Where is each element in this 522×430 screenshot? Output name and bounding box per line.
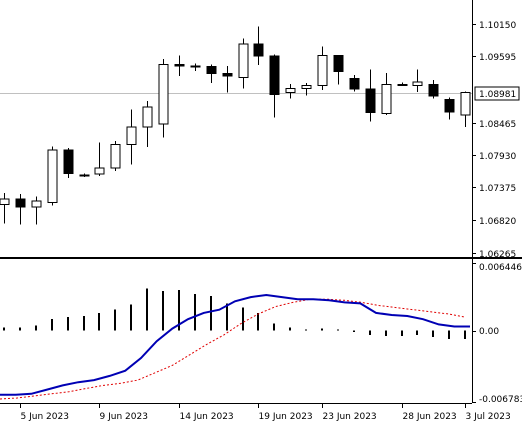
price-axis-label: 1.08465 bbox=[479, 120, 516, 130]
candle-bullish bbox=[0, 198, 10, 206]
candle-bullish bbox=[94, 167, 105, 175]
time-axis-label: 5 Jun 2023 bbox=[21, 412, 69, 422]
candle-bearish bbox=[63, 149, 74, 174]
time-axis-label: 23 Jun 2023 bbox=[323, 412, 377, 422]
time-axis-ticks: 5 Jun 2023 9 Jun 2023 14 Jun 2023 19 Jun 20… bbox=[20, 403, 511, 422]
price-axis-label: 1.09595 bbox=[479, 53, 516, 63]
candle-bearish bbox=[222, 73, 233, 77]
candle-bearish bbox=[206, 66, 217, 75]
time-axis-label: 3 Jul 2023 bbox=[466, 412, 511, 422]
macd-axis-ticks: 0.006446 0.00 -0.006783 bbox=[472, 263, 522, 405]
time-axis-label: 28 Jun 2023 bbox=[403, 412, 457, 422]
candle-bullish bbox=[460, 92, 471, 116]
time-axis-label: 19 Jun 2023 bbox=[259, 412, 313, 422]
candle-bullish bbox=[110, 144, 121, 169]
candle-bearish bbox=[444, 99, 455, 113]
price-axis-label: 1.06265 bbox=[479, 250, 516, 260]
price-axis-label: 1.06820 bbox=[479, 217, 516, 227]
price-axis-ticks: 1.10150 1.09595 1.08465 1.07930 1.07375 1.068… bbox=[472, 21, 516, 260]
macd-panel[interactable] bbox=[0, 288, 470, 400]
candle-bullish bbox=[317, 54, 328, 87]
candle-bearish bbox=[349, 77, 360, 90]
candle-bullish bbox=[126, 126, 137, 146]
candle-bearish bbox=[253, 43, 264, 57]
candle-bearish bbox=[365, 88, 376, 114]
macd-axis-label: -0.006783 bbox=[479, 395, 522, 405]
candle-bullish bbox=[158, 63, 169, 125]
macd-axis-label: 0.00 bbox=[479, 327, 499, 337]
current-price-badge: 1.08981 bbox=[474, 86, 520, 101]
candle-bullish bbox=[238, 43, 249, 78]
candle-bullish bbox=[142, 106, 153, 128]
candles-layer bbox=[0, 26, 471, 225]
candle-bearish bbox=[333, 54, 344, 72]
price-axis-label: 1.07930 bbox=[479, 152, 516, 162]
candle-bearish bbox=[269, 55, 280, 95]
candlestick-panel[interactable] bbox=[0, 26, 472, 225]
candle-bearish bbox=[79, 174, 90, 177]
candle-bullish bbox=[412, 81, 423, 87]
current-price-badge-box bbox=[474, 86, 520, 101]
macd-main-line bbox=[0, 293, 470, 396]
price-axis-label: 1.10150 bbox=[479, 21, 516, 31]
candle-bearish bbox=[15, 198, 26, 208]
candle-bearish bbox=[174, 63, 185, 67]
candle-bullish bbox=[31, 200, 42, 208]
candle-bullish bbox=[301, 85, 312, 89]
candle-bearish bbox=[428, 83, 439, 97]
candle-bullish bbox=[381, 83, 392, 114]
candle-bullish bbox=[285, 87, 296, 94]
time-axis-label: 14 Jun 2023 bbox=[180, 412, 234, 422]
candle-bearish bbox=[397, 83, 408, 86]
macd-histogram-layer bbox=[3, 288, 466, 340]
time-axis-label: 9 Jun 2023 bbox=[100, 412, 148, 422]
macd-signal-line bbox=[0, 298, 466, 400]
current-price-label: 1.08981 bbox=[479, 90, 516, 100]
candle-bullish bbox=[47, 149, 58, 203]
price-axis-label: 1.07375 bbox=[479, 184, 516, 194]
candle-bearish bbox=[190, 65, 201, 68]
macd-axis-label: 0.006446 bbox=[479, 263, 522, 273]
